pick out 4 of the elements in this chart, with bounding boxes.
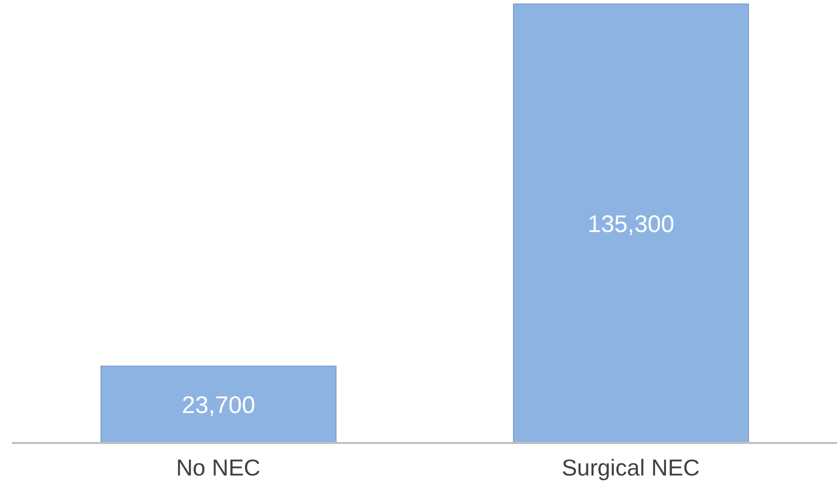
data-label: 135,300: [588, 211, 674, 238]
x-tick-label: Surgical NEC: [562, 454, 700, 480]
data-label: 23,700: [182, 392, 256, 420]
x-tick-label: No NEC: [176, 454, 260, 480]
